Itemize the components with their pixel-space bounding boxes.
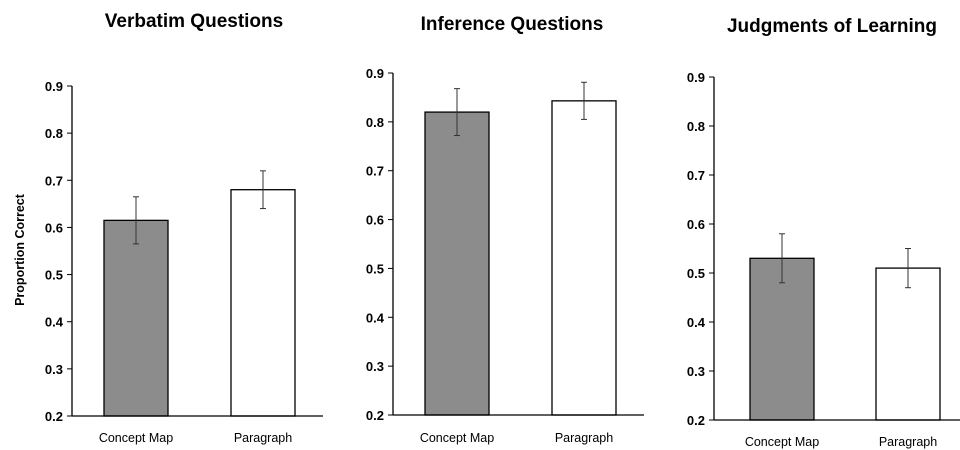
y-axis-label: Proportion Correct	[13, 193, 27, 306]
bar	[103, 219, 169, 417]
y-tick-label: 0.5	[45, 268, 63, 283]
x-category-label: Paragraph	[879, 435, 937, 449]
plot-area: 0.2 0.3 0.4 0.5 0.6 0.7 0.8 0.9 Concept Map Parag…	[366, 66, 644, 445]
x-category-label: Concept Map	[420, 431, 494, 445]
y-tick-label: 0.4	[45, 315, 64, 330]
y-tick-label: 0.6	[45, 220, 63, 235]
panel-verbatim: Verbatim Questions Proportion Correct 0.…	[13, 11, 323, 445]
bar	[424, 111, 490, 416]
y-tick-label: 0.7	[366, 164, 384, 179]
x-category-label: Paragraph	[555, 431, 613, 445]
bar	[551, 100, 617, 416]
y-tick-label: 0.5	[687, 266, 705, 281]
chart-title: Inference Questions	[421, 14, 604, 35]
y-tick-label: 0.6	[366, 213, 384, 228]
y-tick-label: 0.8	[687, 119, 705, 134]
chart-title: Judgments of Learning	[727, 16, 937, 37]
y-tick-label: 0.3	[45, 362, 63, 377]
chart-title: Verbatim Questions	[105, 11, 283, 32]
y-tick-label: 0.8	[366, 115, 384, 130]
y-tick-label: 0.7	[687, 168, 705, 183]
y-tick-label: 0.5	[366, 261, 384, 276]
y-tick-label: 0.6	[687, 217, 705, 232]
y-tick-label: 0.8	[45, 126, 63, 141]
bar	[230, 189, 296, 417]
x-category-label: Paragraph	[234, 431, 292, 445]
y-tick-label: 0.7	[45, 173, 63, 188]
y-tick-label: 0.2	[45, 409, 63, 424]
x-category-label: Concept Map	[99, 431, 173, 445]
bar	[875, 267, 941, 421]
plot-area: 0.2 0.3 0.4 0.5 0.6 0.7 0.8 0.9 Concept Map Parag…	[45, 79, 323, 445]
y-tick-label: 0.9	[687, 70, 705, 85]
y-tick-label: 0.4	[687, 315, 706, 330]
panel-judgments: Judgments of Learning 0.2 0.3 0.4 0.5 0.6 0.7…	[687, 16, 960, 449]
y-tick-label: 0.3	[366, 359, 384, 374]
y-tick-label: 0.2	[366, 408, 384, 423]
y-tick-label: 0.9	[366, 66, 384, 81]
y-tick-label: 0.9	[45, 79, 63, 94]
x-category-label: Concept Map	[745, 435, 819, 449]
y-tick-label: 0.3	[687, 364, 705, 379]
panel-inference: Inference Questions 0.20.30.40.50.60.70.…	[366, 14, 644, 445]
plot-area: 0.2 0.3 0.4 0.5 0.6 0.7 0.8 0.9 Concept Map Parag…	[687, 70, 960, 449]
y-tick-label: 0.2	[687, 413, 705, 428]
y-tick-label: 0.4	[366, 310, 385, 325]
